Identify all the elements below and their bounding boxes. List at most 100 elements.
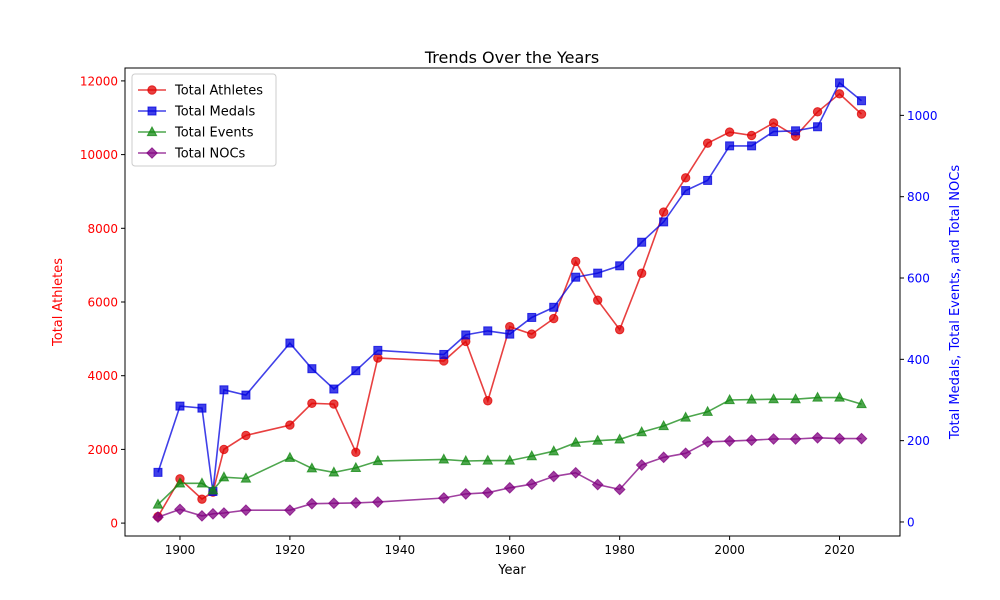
y-axis-label-left: Total Athletes xyxy=(51,258,66,347)
data-point xyxy=(569,466,582,479)
legend-label: Total NOCs xyxy=(174,147,246,162)
data-point xyxy=(438,453,450,464)
data-point xyxy=(592,434,604,445)
data-point xyxy=(701,435,714,448)
chart-title: Trends Over the Years xyxy=(424,48,599,67)
data-point xyxy=(813,122,823,132)
data-point xyxy=(834,89,845,99)
data-point xyxy=(702,405,714,416)
data-point xyxy=(834,391,845,402)
series-total-events xyxy=(152,391,867,509)
data-point xyxy=(504,454,516,465)
data-point xyxy=(591,478,604,491)
legend-label: Total Medals xyxy=(174,105,256,120)
legend-marker xyxy=(146,125,158,137)
data-point xyxy=(207,484,219,495)
data-point xyxy=(527,329,537,339)
data-point xyxy=(768,118,779,128)
data-point xyxy=(680,173,691,183)
legend-item: Total Medals xyxy=(138,105,256,120)
legend-marker xyxy=(146,147,158,159)
data-point xyxy=(571,272,581,282)
data-point xyxy=(207,507,219,520)
y-left-tick-label: 10000 xyxy=(80,148,118,162)
data-point xyxy=(483,326,493,336)
y-right-tick-label: 200 xyxy=(907,434,930,448)
legend: Total Athletes Total Medals Total Events To… xyxy=(131,73,277,167)
data-point xyxy=(747,141,757,151)
data-point xyxy=(702,138,713,148)
data-point xyxy=(680,411,692,422)
legend-item: Total NOCs xyxy=(138,147,246,162)
data-point xyxy=(547,470,560,483)
x-tick-label: 1940 xyxy=(385,543,416,557)
data-point xyxy=(305,497,318,510)
data-point xyxy=(349,496,362,509)
y-left-tick-label: 8000 xyxy=(87,222,118,236)
data-point xyxy=(460,454,472,466)
data-point xyxy=(636,426,648,437)
data-point xyxy=(615,261,625,271)
y-right-tick-label: 800 xyxy=(907,190,930,204)
data-point xyxy=(835,78,845,88)
x-tick-label: 1920 xyxy=(275,543,306,557)
data-point xyxy=(174,477,186,488)
data-point xyxy=(152,498,164,509)
data-point xyxy=(328,466,340,477)
data-point xyxy=(307,398,317,409)
data-point xyxy=(503,481,516,494)
data-point xyxy=(614,324,625,335)
data-point xyxy=(614,433,626,444)
data-point xyxy=(351,366,361,376)
data-point xyxy=(613,483,626,496)
data-point xyxy=(306,462,318,473)
data-point xyxy=(219,444,229,455)
data-point xyxy=(790,393,802,404)
data-point xyxy=(769,127,779,137)
data-point xyxy=(856,397,867,409)
data-point xyxy=(812,391,823,402)
data-point xyxy=(285,338,295,348)
data-point xyxy=(218,507,230,519)
x-tick-label: 1980 xyxy=(604,543,635,557)
data-point xyxy=(197,403,207,413)
y-right-tick-label: 600 xyxy=(907,272,930,286)
data-point xyxy=(571,256,581,267)
y-axis-label-right: Total Medals, Total Events, and Total NO… xyxy=(948,165,963,440)
data-point xyxy=(789,433,802,445)
data-point xyxy=(439,349,449,359)
data-point xyxy=(856,109,867,119)
data-point xyxy=(812,107,823,117)
data-point xyxy=(283,504,296,517)
x-tick-label: 2020 xyxy=(824,543,855,557)
data-point xyxy=(681,186,691,196)
legend-label: Total Athletes xyxy=(174,84,263,99)
series-total-nocs xyxy=(152,431,868,524)
data-point xyxy=(549,302,559,312)
data-point xyxy=(241,430,251,441)
axes-layer: 1900 1920 1940 1960 1980 2000 2020020004000600… xyxy=(80,74,938,557)
data-point xyxy=(548,445,560,456)
data-point xyxy=(746,130,757,141)
data-point xyxy=(219,385,229,395)
data-point xyxy=(196,477,208,488)
data-point xyxy=(746,393,758,404)
x-tick-label: 2000 xyxy=(714,543,745,557)
data-point xyxy=(372,454,384,466)
y-left-tick-label: 6000 xyxy=(87,296,118,310)
data-point xyxy=(723,435,736,447)
y-left-tick-label: 2000 xyxy=(87,443,118,457)
data-point xyxy=(857,96,867,106)
data-point xyxy=(437,492,450,504)
data-point xyxy=(218,471,230,482)
x-axis-label: Year xyxy=(497,563,526,578)
y-right-tick-label: 0 xyxy=(907,515,915,529)
data-point xyxy=(658,207,669,217)
data-point xyxy=(570,436,582,447)
data-point xyxy=(371,496,384,508)
data-point xyxy=(152,511,164,524)
data-point xyxy=(197,494,207,504)
data-point xyxy=(461,330,471,340)
data-point xyxy=(329,399,339,409)
